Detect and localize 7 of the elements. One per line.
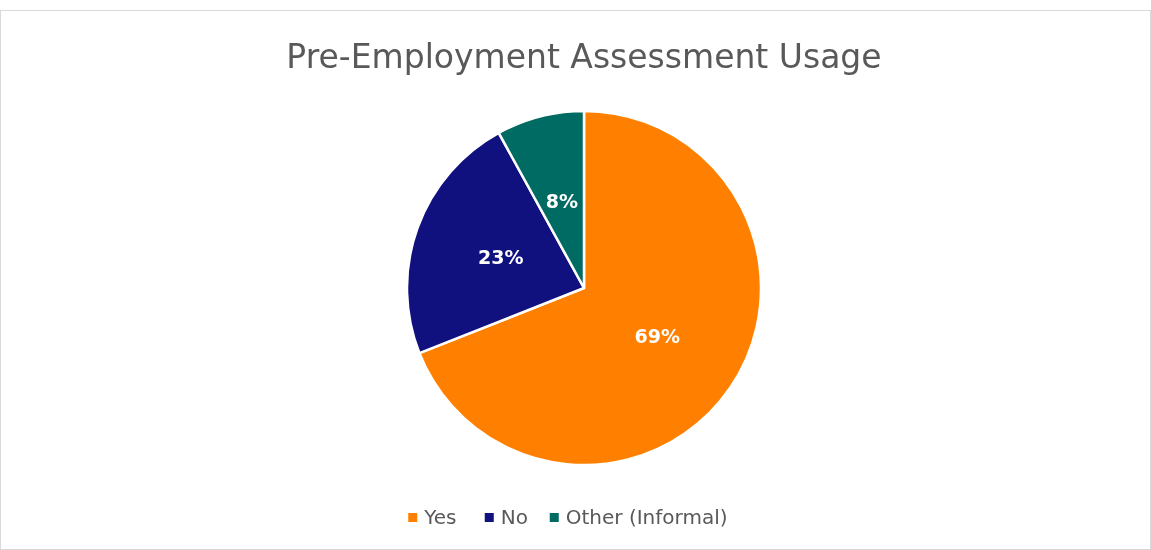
data-label: 8%: [545, 189, 579, 212]
legend-label: No: [500, 504, 528, 529]
chart-title: Pre-Employment Assessment Usage: [286, 37, 882, 76]
legend-label: Other (Informal): [565, 504, 728, 529]
legend-label: Yes: [423, 504, 457, 529]
data-label: 23%: [477, 245, 524, 268]
data-label: 69%: [634, 325, 680, 348]
